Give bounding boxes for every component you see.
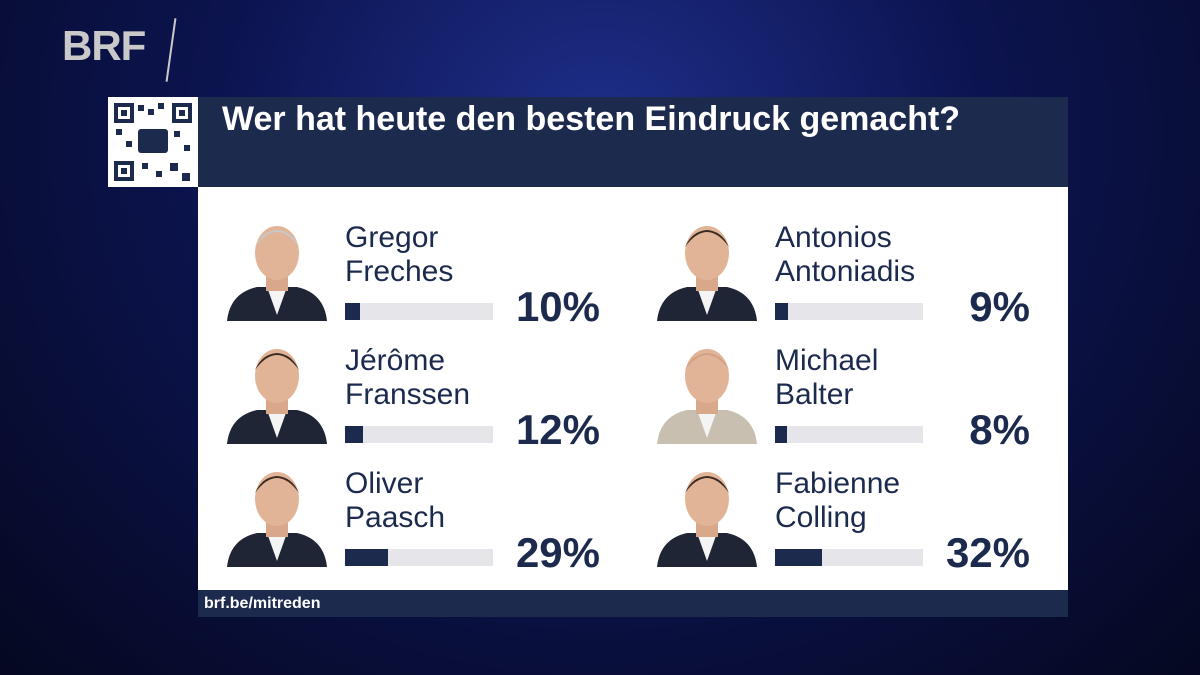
value-label: 9% bbox=[969, 283, 1030, 330]
value-label: 10% bbox=[515, 283, 600, 330]
candidate-name: Jérôme Franssen bbox=[345, 344, 471, 411]
candidate-name: Oliver Paasch bbox=[345, 467, 446, 534]
candidate-name: Gregor Freches bbox=[345, 221, 454, 288]
bar bbox=[345, 303, 360, 320]
qr-code bbox=[108, 97, 198, 187]
bar bbox=[345, 549, 388, 566]
bar bbox=[775, 303, 789, 320]
candidate-photo bbox=[657, 472, 757, 567]
candidate-photo bbox=[227, 472, 327, 567]
bar-track bbox=[345, 426, 493, 443]
footer-bar bbox=[198, 590, 1068, 617]
candidate-photo bbox=[227, 226, 327, 321]
candidate-name: Michael Balter bbox=[775, 344, 879, 411]
candidate-photo bbox=[657, 226, 757, 321]
bar bbox=[775, 426, 787, 443]
title: Wer hat heute den besten Eindruck gemach… bbox=[222, 100, 961, 138]
candidate-photo bbox=[657, 349, 757, 444]
panel bbox=[198, 187, 1068, 590]
value-label: 8% bbox=[969, 406, 1030, 453]
bar bbox=[775, 549, 823, 566]
bar-track bbox=[775, 303, 923, 320]
candidate-name: Fabienne Colling bbox=[775, 467, 901, 534]
bar-track bbox=[345, 303, 493, 320]
candidate-name: Antonios Antoniadis bbox=[775, 221, 916, 288]
title-bar bbox=[198, 97, 1068, 187]
logo: BRF bbox=[62, 22, 146, 69]
bar-track bbox=[775, 549, 923, 566]
bar-track bbox=[775, 426, 923, 443]
candidate-photo bbox=[227, 349, 327, 444]
value-label: 12% bbox=[515, 406, 600, 453]
footer-link[interactable]: brf.be/mitreden bbox=[204, 595, 321, 612]
value-label: 32% bbox=[945, 529, 1030, 576]
logo-slash bbox=[165, 18, 177, 82]
bar bbox=[345, 426, 363, 443]
bar-track bbox=[345, 549, 493, 566]
value-label: 29% bbox=[515, 529, 600, 576]
